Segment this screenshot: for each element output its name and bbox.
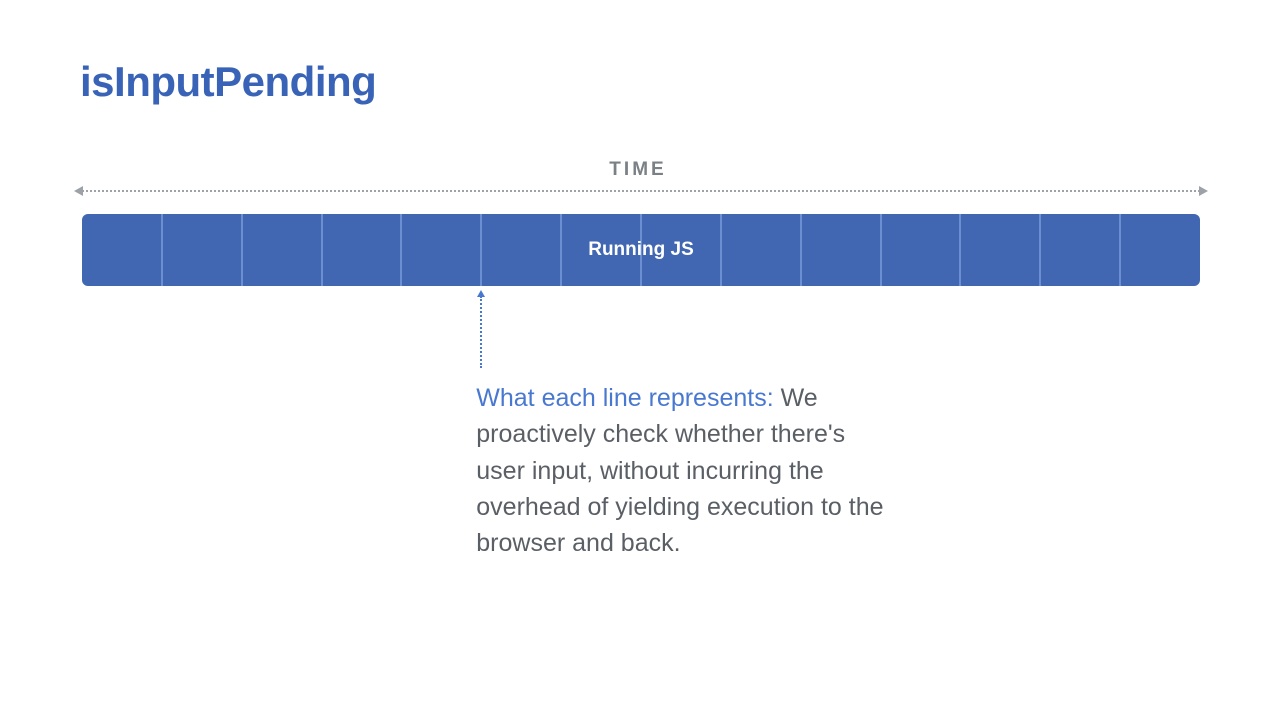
time-axis-label: TIME [609, 159, 666, 181]
running-js-bar: Running JS [82, 214, 1200, 286]
segment-divider [480, 214, 482, 286]
callout-heading: What each line represents: [476, 384, 773, 412]
segment-divider [560, 214, 562, 286]
running-js-bar-label: Running JS [588, 239, 694, 261]
callout-text: What each line represents: We proactivel… [476, 380, 896, 561]
segment-divider [1119, 214, 1121, 286]
segment-divider [720, 214, 722, 286]
segment-divider [400, 214, 402, 286]
segment-divider [161, 214, 163, 286]
page-title: isInputPending [80, 58, 376, 106]
callout-pointer-line [480, 296, 482, 368]
segment-divider [880, 214, 882, 286]
segment-divider [321, 214, 323, 286]
segment-divider [1039, 214, 1041, 286]
time-axis [82, 190, 1200, 192]
segment-divider [241, 214, 243, 286]
segment-divider [959, 214, 961, 286]
segment-divider [800, 214, 802, 286]
